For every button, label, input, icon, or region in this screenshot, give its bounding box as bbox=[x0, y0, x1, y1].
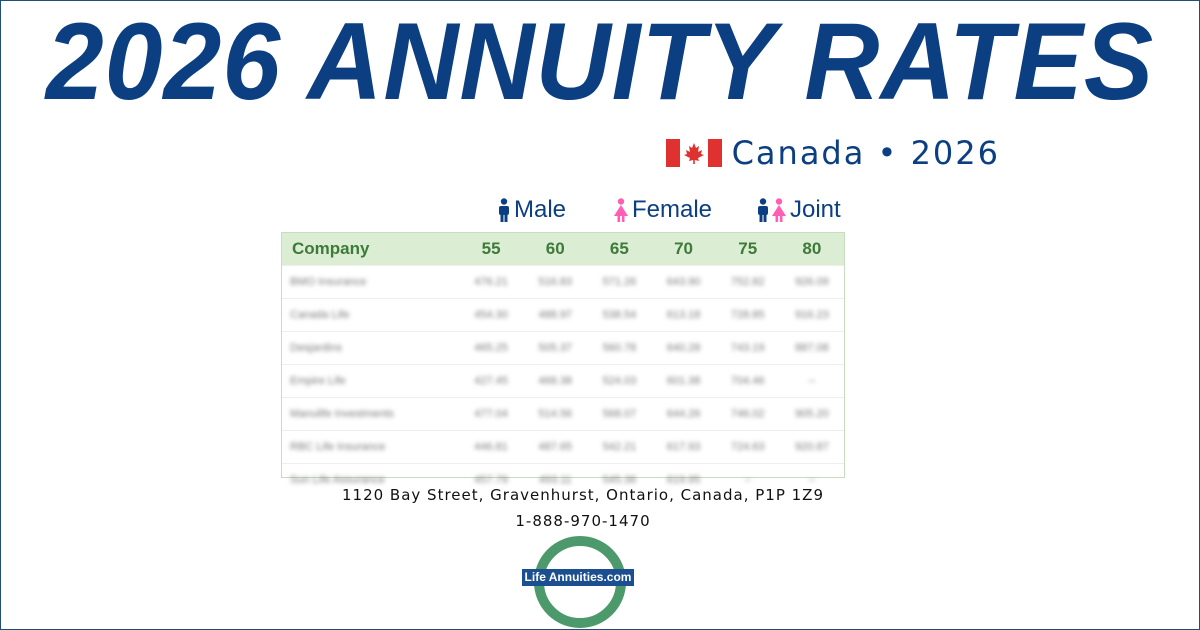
table-row: RBC Life Insurance 446.81 487.65 542.21 … bbox=[282, 430, 844, 464]
rate-cell: 920.87 bbox=[779, 430, 844, 464]
rate-cell: 704.46 bbox=[715, 364, 780, 398]
rate-cell: 446.81 bbox=[459, 430, 524, 464]
joint-couple-icon bbox=[756, 198, 788, 222]
rate-cell: – bbox=[779, 364, 844, 398]
table-row: Manulife Investments 477.04 514.56 568.0… bbox=[282, 397, 844, 431]
canada-flag-icon bbox=[665, 139, 722, 167]
company-name: Canada Life bbox=[282, 298, 459, 332]
table-header-row: Company 55 60 65 70 75 80 bbox=[282, 233, 844, 266]
header-age-60: 60 bbox=[523, 233, 588, 266]
rate-cell: 468.38 bbox=[523, 364, 588, 398]
rate-cell: 728.85 bbox=[715, 298, 780, 332]
rate-cell: 724.63 bbox=[715, 430, 780, 464]
rate-cell: 644.26 bbox=[651, 397, 716, 431]
rate-cell: 640.28 bbox=[651, 331, 716, 365]
company-address: 1120 Bay Street, Gravenhurst, Ontario, C… bbox=[341, 486, 824, 504]
header-age-65: 65 bbox=[587, 233, 652, 266]
header-age-55: 55 bbox=[459, 233, 524, 266]
rate-cell: 887.08 bbox=[779, 331, 844, 365]
company-name: BMO Insurance bbox=[282, 265, 459, 299]
legend-male-label: Male bbox=[514, 196, 567, 223]
rate-cell: 619.95 bbox=[651, 463, 716, 496]
rate-cell: 601.38 bbox=[651, 364, 716, 398]
rate-cell: 477.04 bbox=[459, 397, 524, 431]
rate-cell: 743.19 bbox=[715, 331, 780, 365]
rate-cell: 465.25 bbox=[459, 331, 524, 365]
rate-cell: 617.93 bbox=[651, 430, 716, 464]
company-name: RBC Life Insurance bbox=[282, 430, 459, 464]
rate-cell: 752.82 bbox=[715, 265, 780, 299]
legend-female-label: Female bbox=[632, 196, 713, 223]
legend-male: Male bbox=[496, 196, 566, 224]
rate-cell: – bbox=[779, 463, 844, 496]
rate-cell: 643.90 bbox=[651, 265, 716, 299]
rate-cell: 545.36 bbox=[587, 463, 652, 496]
legend-joint-label: Joint bbox=[790, 196, 841, 223]
male-person-icon bbox=[496, 198, 512, 222]
rate-cell: 538.54 bbox=[587, 298, 652, 332]
gender-legend: Male Female Joint bbox=[496, 196, 846, 226]
rate-cell: 493.11 bbox=[523, 463, 588, 496]
table-row: Empire Life 427.45 468.38 524.03 601.38 … bbox=[282, 364, 844, 398]
header-age-70: 70 bbox=[651, 233, 716, 266]
rate-cell: 542.21 bbox=[587, 430, 652, 464]
company-name: Desjardins bbox=[282, 331, 459, 365]
rate-cell: 905.20 bbox=[779, 397, 844, 431]
life-annuities-logo: Life Annuities.com bbox=[522, 534, 634, 628]
rate-cell: 454.30 bbox=[459, 298, 524, 332]
rate-cell: 560.78 bbox=[587, 331, 652, 365]
rate-cell: 916.23 bbox=[779, 298, 844, 332]
subtitle-text: Canada • 2026 bbox=[731, 134, 1000, 172]
annuity-rates-table: Company 55 60 65 70 75 80 BMO Insurance … bbox=[281, 232, 845, 496]
header-age-75: 75 bbox=[715, 233, 780, 266]
female-person-icon bbox=[612, 198, 630, 222]
rate-cell: 926.09 bbox=[779, 265, 844, 299]
table-row: BMO Insurance 476.21 516.83 571.26 643.9… bbox=[282, 265, 844, 299]
logo-label: Life Annuities.com bbox=[522, 569, 634, 586]
company-name: Manulife Investments bbox=[282, 397, 459, 431]
header-age-80: 80 bbox=[779, 233, 844, 266]
header-company: Company bbox=[282, 233, 459, 266]
rate-cell: 746.02 bbox=[715, 397, 780, 431]
rate-cell: – bbox=[715, 463, 780, 496]
company-name: Empire Life bbox=[282, 364, 459, 398]
rate-cell: 476.21 bbox=[459, 265, 524, 299]
legend-female: Female bbox=[612, 196, 712, 224]
table-row: Sun Life Assurance 457.79 493.11 545.36 … bbox=[282, 463, 844, 496]
rate-cell: 568.07 bbox=[587, 397, 652, 431]
rate-cell: 571.26 bbox=[587, 265, 652, 299]
page-title: 2026 ANNUITY RATES bbox=[45, 1, 1155, 123]
rate-cell: 613.18 bbox=[651, 298, 716, 332]
rate-cell: 514.56 bbox=[523, 397, 588, 431]
rate-cell: 487.65 bbox=[523, 430, 588, 464]
legend-joint: Joint bbox=[756, 196, 841, 224]
table-row: Desjardins 465.25 505.37 560.78 640.28 7… bbox=[282, 331, 844, 365]
rate-cell: 524.03 bbox=[587, 364, 652, 398]
company-phone: 1-888-970-1470 bbox=[515, 512, 651, 530]
rate-cell: 516.83 bbox=[523, 265, 588, 299]
rate-cell: 488.97 bbox=[523, 298, 588, 332]
rate-cell: 505.37 bbox=[523, 331, 588, 365]
rate-cell: 457.79 bbox=[459, 463, 524, 496]
rate-cell: 427.45 bbox=[459, 364, 524, 398]
country-year-subtitle: Canada • 2026 bbox=[665, 134, 1000, 172]
table-row: Canada Life 454.30 488.97 538.54 613.18 … bbox=[282, 298, 844, 332]
company-name: Sun Life Assurance bbox=[282, 463, 459, 496]
